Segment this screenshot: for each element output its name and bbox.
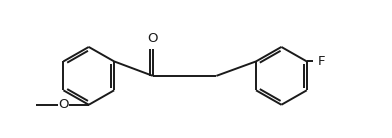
Text: O: O — [147, 32, 158, 46]
Text: F: F — [318, 55, 325, 68]
Text: O: O — [58, 98, 69, 111]
